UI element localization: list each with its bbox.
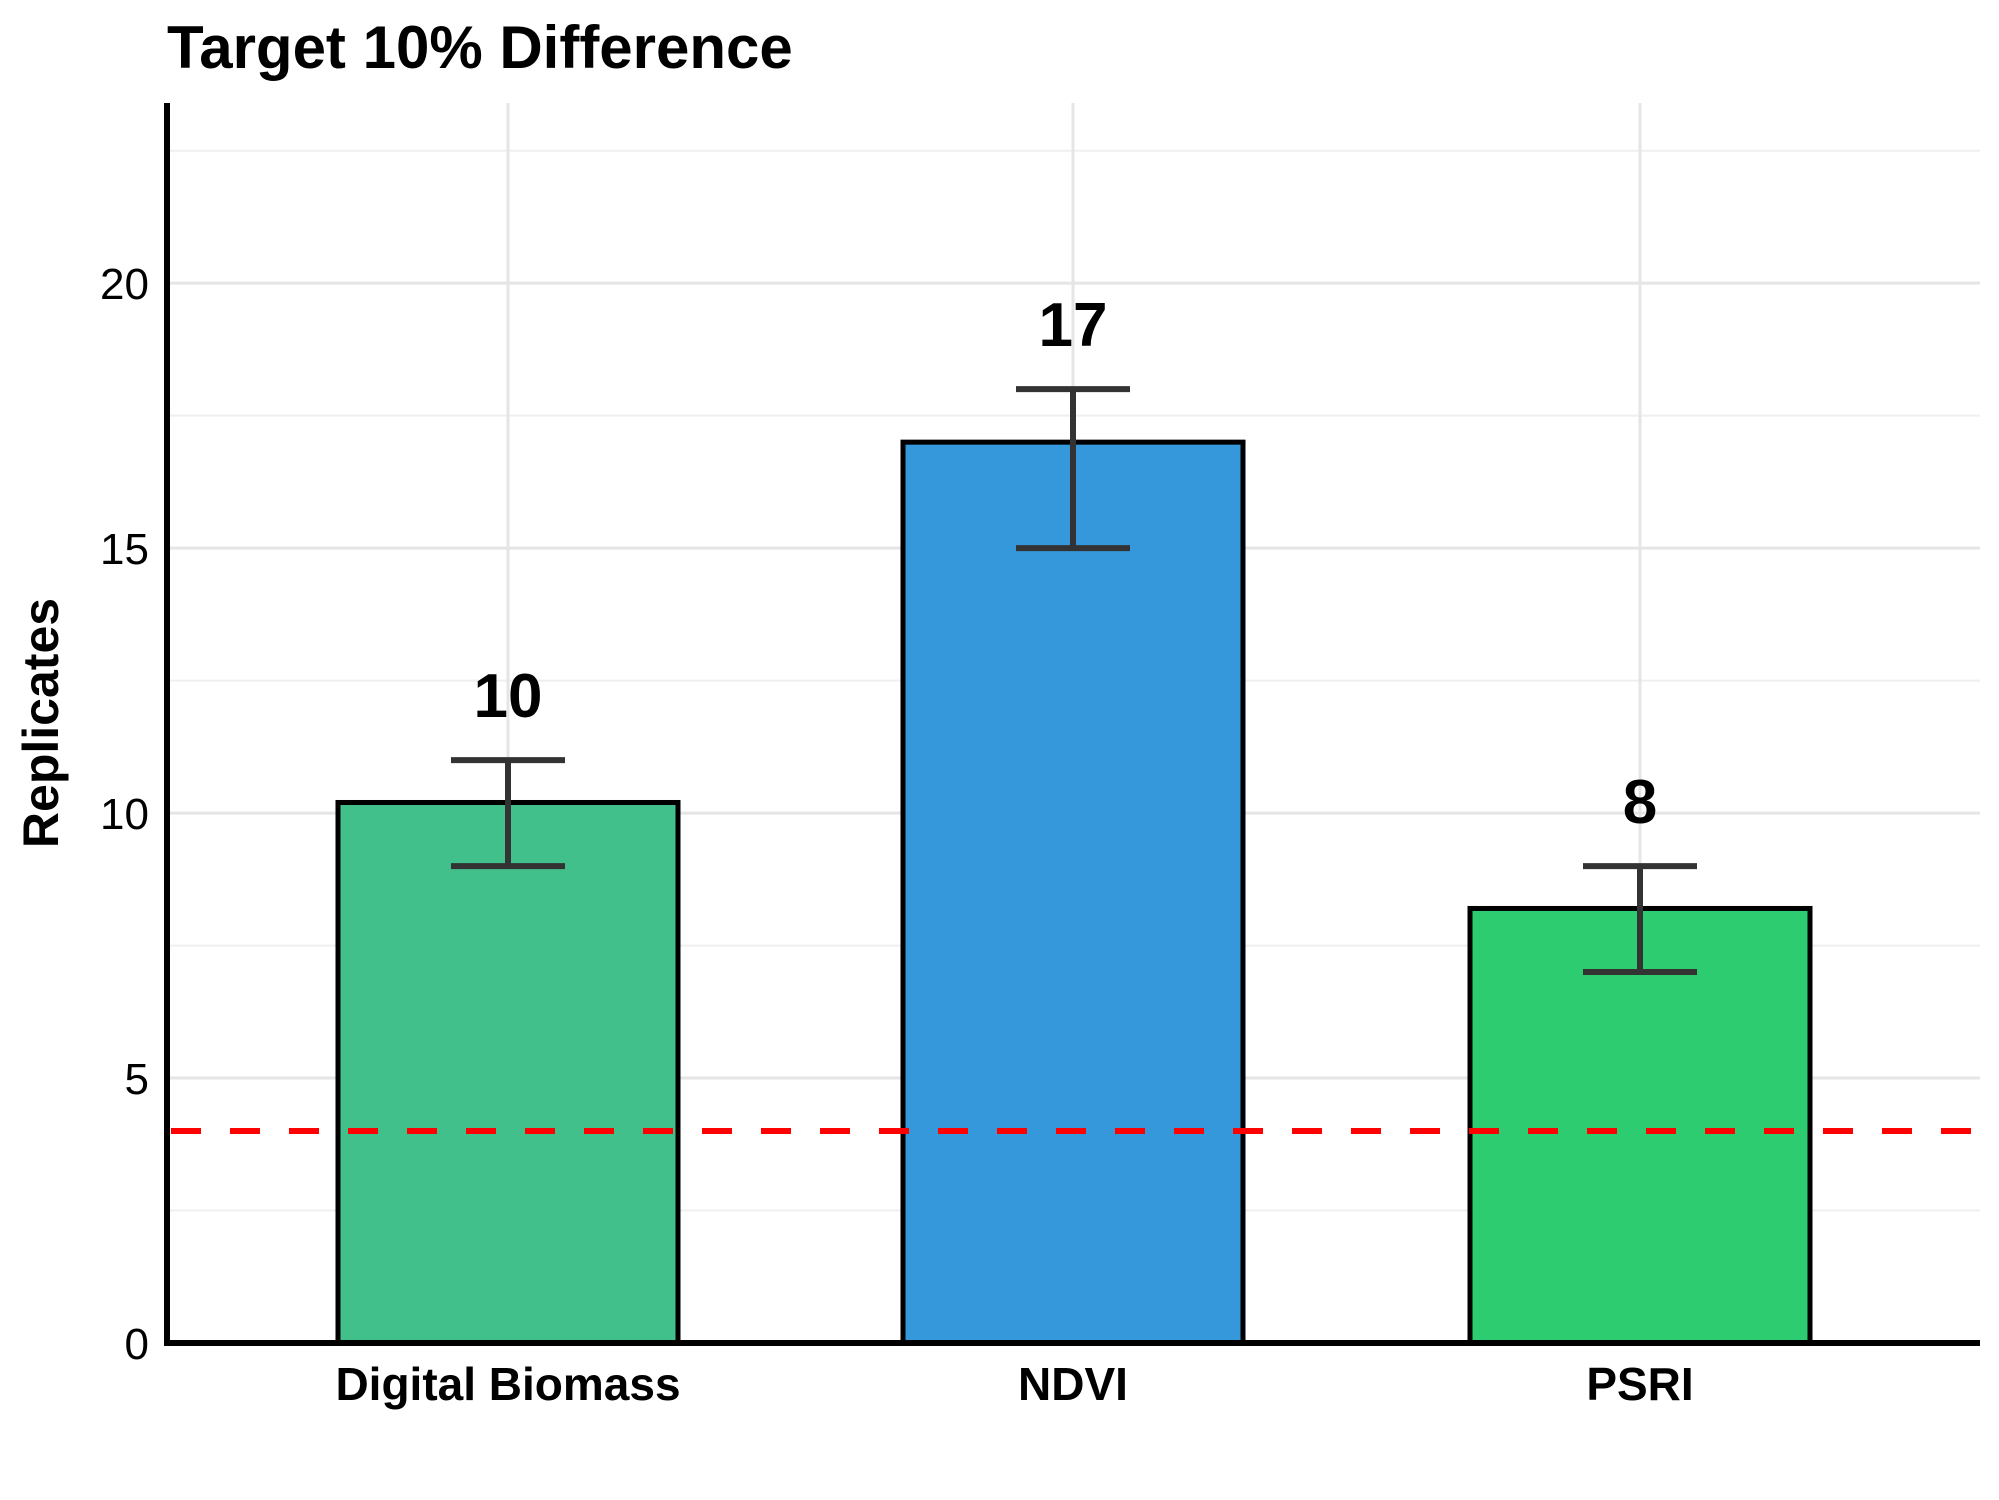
data-label: 10: [474, 662, 543, 731]
x-tick-label: PSRI: [1586, 1358, 1693, 1410]
chart-title: Target 10% Difference: [167, 14, 793, 81]
y-tick-label: 20: [100, 260, 149, 309]
x-ticks: Digital Biomass NDVI PSRI: [335, 1358, 1693, 1410]
data-label: 17: [1039, 291, 1108, 360]
axes: [164, 103, 1980, 1346]
bar: [900, 439, 1246, 1346]
bar: [335, 799, 681, 1346]
bars: 10 17 8: [335, 291, 1813, 1346]
y-tick-label: 15: [100, 525, 149, 574]
x-tick-label: NDVI: [1018, 1358, 1128, 1410]
y-ticks: 0 5 10 15 20: [100, 260, 149, 1369]
y-axis-label: Replicates: [13, 598, 69, 848]
y-tick-label: 5: [125, 1055, 149, 1104]
y-tick-label: 10: [100, 790, 149, 839]
data-label: 8: [1623, 768, 1657, 837]
x-tick-label: Digital Biomass: [335, 1358, 680, 1410]
y-tick-label: 0: [125, 1320, 149, 1369]
